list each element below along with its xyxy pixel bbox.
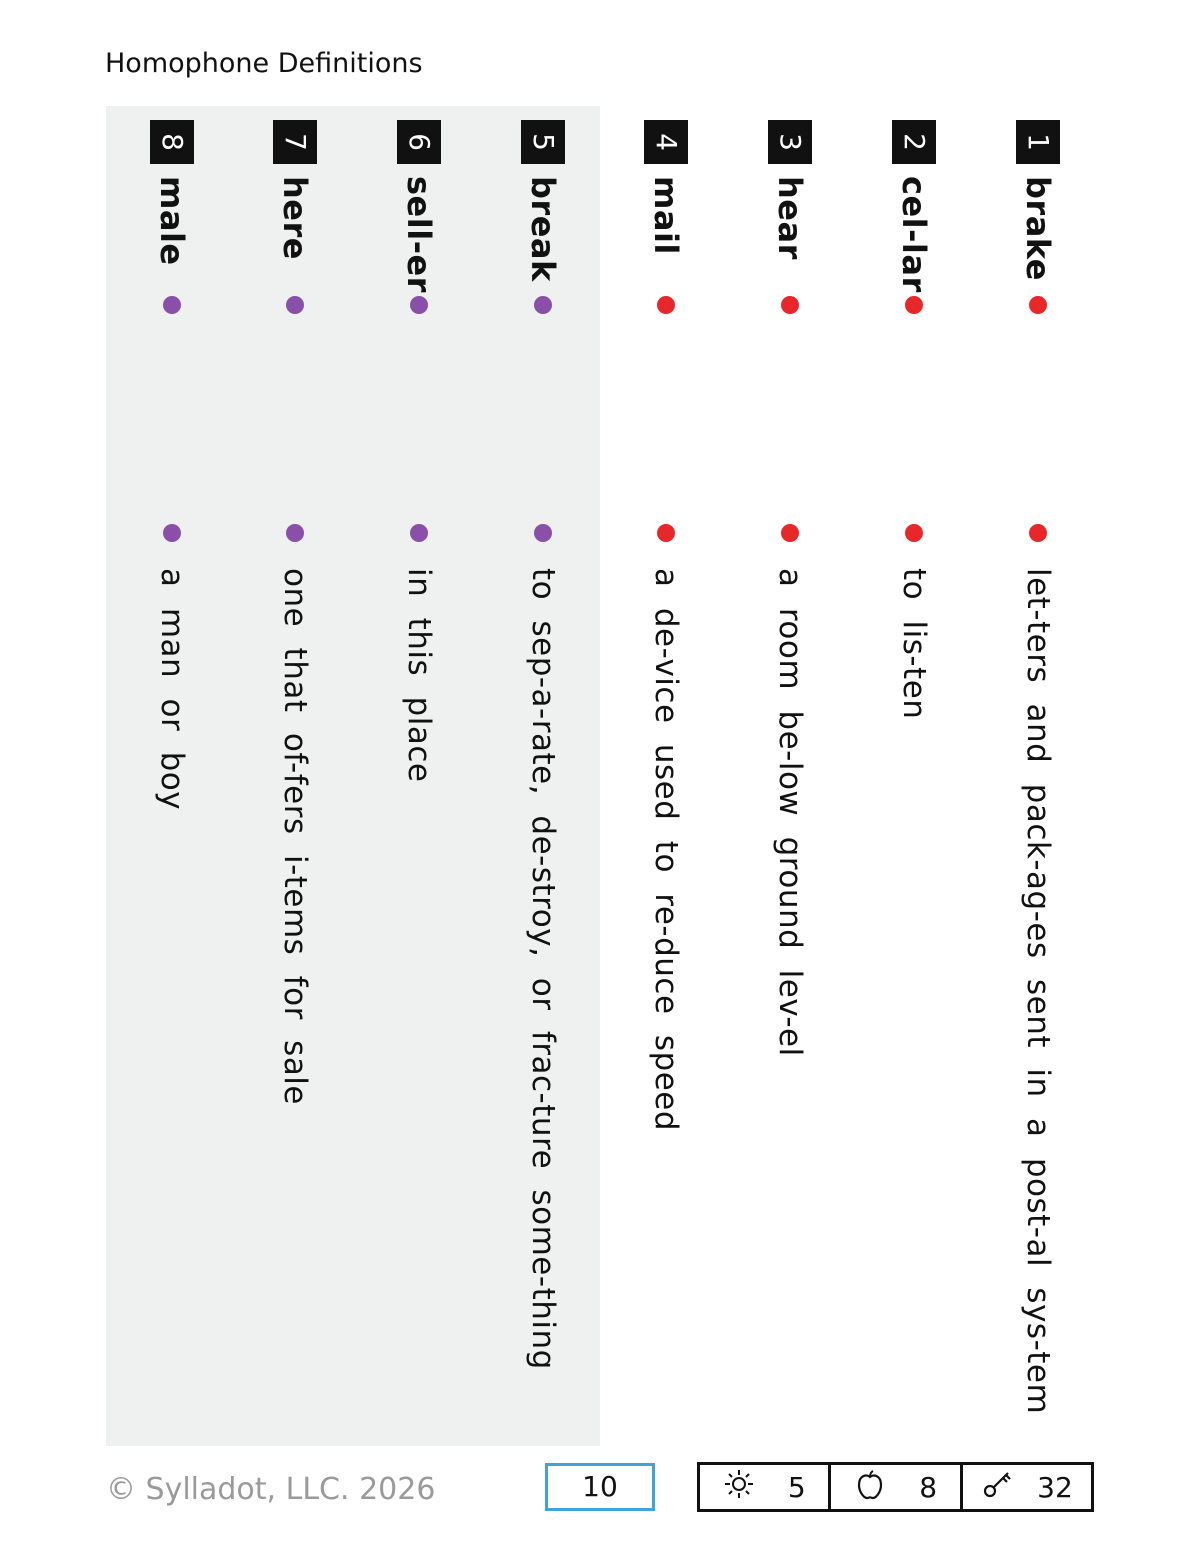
definition-text: to lis-ten: [896, 568, 932, 720]
definition-text: to sep-a-rate, de-stroy, or frac-ture so…: [525, 568, 561, 1370]
item-number: 2: [892, 120, 936, 164]
apple-count: 8: [919, 1470, 938, 1504]
item-number: 3: [768, 120, 812, 164]
match-row: 3 hear a room be-low ground lev-el: [762, 120, 812, 1440]
homophone-word: break: [524, 176, 562, 282]
match-dot-right[interactable]: [163, 524, 181, 542]
match-dot-left[interactable]: [657, 296, 675, 314]
count-cell-apple: 8: [831, 1465, 963, 1509]
homophone-word: male: [153, 176, 191, 266]
homophone-word: here: [276, 176, 314, 260]
match-dot-left[interactable]: [286, 296, 304, 314]
homophone-word: sell-er: [400, 176, 438, 293]
definition-text: one that of-fers i-tems for sale: [277, 568, 313, 1105]
count-cell-sun: 5: [700, 1465, 832, 1509]
homophone-word: cel-lar: [895, 176, 933, 293]
shaded-panel: [106, 106, 600, 1446]
key-count: 32: [1037, 1470, 1073, 1504]
item-number: 4: [644, 120, 688, 164]
match-dot-right[interactable]: [534, 524, 552, 542]
match-dot-left[interactable]: [1029, 296, 1047, 314]
match-row: 7 here one that of-fers i-tems for sale: [267, 120, 317, 1440]
match-row: 4 mail a de-vice used to re-duce speed: [638, 120, 688, 1440]
match-dot-left[interactable]: [534, 296, 552, 314]
match-dot-right[interactable]: [1029, 524, 1047, 542]
match-dot-left[interactable]: [905, 296, 923, 314]
match-dot-left[interactable]: [163, 296, 181, 314]
sun-count: 5: [787, 1470, 806, 1504]
homophone-word: mail: [647, 176, 685, 255]
page-title: Homophone Definitions: [105, 48, 423, 79]
homophone-word: brake: [1019, 176, 1057, 281]
match-dot-right[interactable]: [781, 524, 799, 542]
match-row: 5 break to sep-a-rate, de-stroy, or frac-t…: [515, 120, 565, 1440]
homophone-word: hear: [771, 176, 809, 260]
definition-text: let-ters and pack-ag-es sent in a post-a…: [1020, 568, 1056, 1415]
apple-icon: [854, 1468, 886, 1507]
item-number: 7: [273, 120, 317, 164]
item-number: 1: [1016, 120, 1060, 164]
match-row: 2 cel-lar to lis-ten: [886, 120, 936, 1440]
copyright: © Sylladot, LLC. 2026: [106, 1472, 436, 1507]
match-dot-right[interactable]: [286, 524, 304, 542]
match-row: 1 brake let-ters and pack-ag-es sent in a …: [1010, 120, 1060, 1440]
item-number: 5: [521, 120, 565, 164]
item-number: 8: [150, 120, 194, 164]
match-dot-right[interactable]: [905, 524, 923, 542]
match-dot-right[interactable]: [657, 524, 675, 542]
match-dot-left[interactable]: [781, 296, 799, 314]
definition-text: a room be-low ground lev-el: [772, 568, 808, 1057]
definition-text: in this place: [401, 568, 437, 783]
sun-icon: [723, 1468, 755, 1507]
match-row: 6 sell-er in this place: [391, 120, 441, 1440]
count-cell-key: 32: [963, 1465, 1091, 1509]
definition-text: a man or boy: [154, 568, 190, 811]
match-dot-right[interactable]: [410, 524, 428, 542]
match-row: 8 male a man or boy: [144, 120, 194, 1440]
key-icon: [981, 1468, 1013, 1507]
definition-text: a de-vice used to re-duce speed: [648, 568, 684, 1132]
match-dot-left[interactable]: [410, 296, 428, 314]
page-number: 10: [545, 1463, 655, 1511]
item-number: 6: [397, 120, 441, 164]
counts-box: 5 8 32: [697, 1462, 1094, 1512]
